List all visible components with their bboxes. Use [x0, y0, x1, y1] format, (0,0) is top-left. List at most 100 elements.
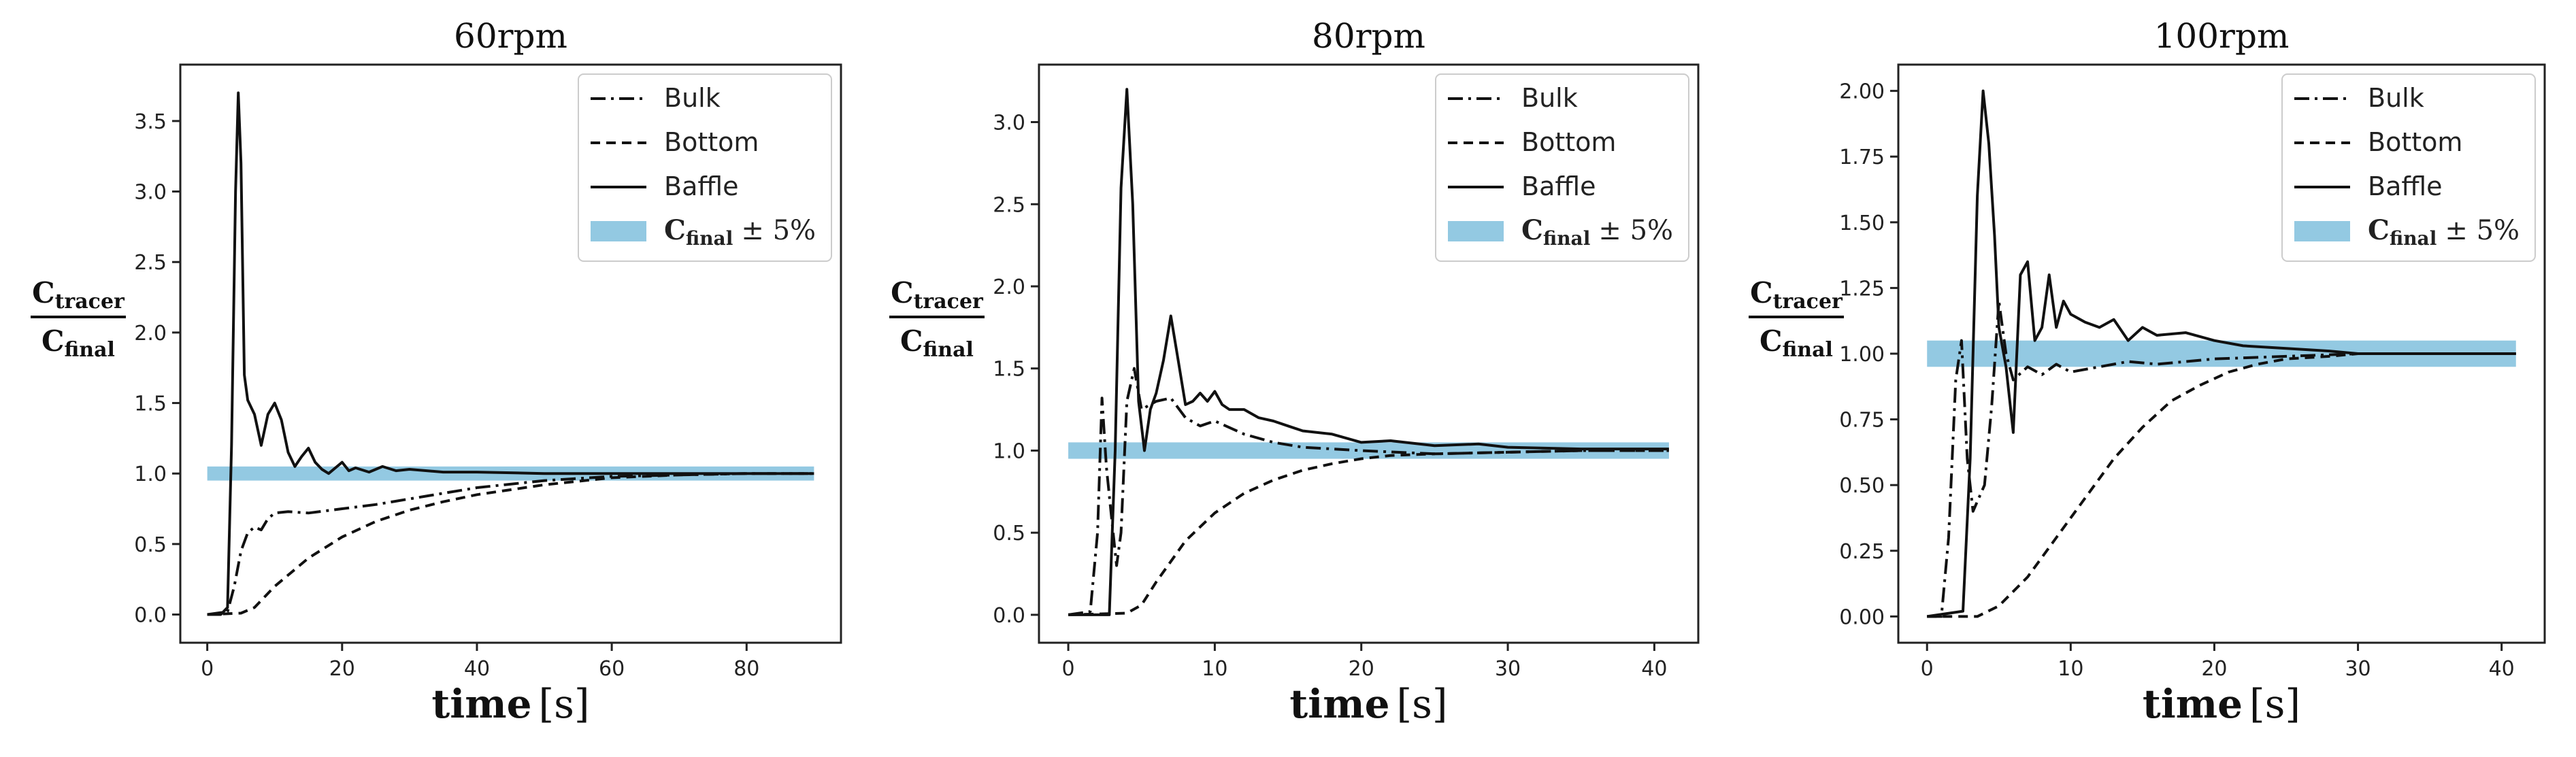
y-label-den-main: C [1760, 324, 1782, 358]
x-tick-label: 40 [2489, 657, 2515, 681]
series-line-bottom [1927, 352, 2516, 618]
x-tick-label: 30 [1495, 657, 1521, 681]
y-label-den-sub: final [923, 338, 973, 362]
y-tick-label: 0.0 [134, 604, 167, 628]
chart-panel-3: 100rpm 0 10 20 30 40 0.00 0.25 0.50 0.75 1.00 1.25 1… [1749, 16, 2546, 727]
y-tick-label: 3.5 [134, 110, 167, 134]
y-tick-label: 0.50 [1839, 474, 1885, 498]
x-tick-label: 30 [2345, 657, 2371, 681]
y-label-num-sub: tracer [55, 290, 125, 314]
x-axis-label: time [s] [431, 681, 589, 727]
legend-band-suffix: ± 5% [1598, 215, 1673, 246]
x-axis-label-name: time [431, 681, 531, 727]
x-tick-label: 40 [464, 657, 490, 681]
y-tick-label: 0.00 [1839, 605, 1885, 629]
legend-label-bulk: Bulk [664, 83, 721, 113]
series-line-bulk [1068, 367, 1669, 616]
legend-label-baffle: Baffle [2368, 171, 2442, 201]
legend-label-bottom: Bottom [2368, 127, 2462, 157]
y-label-denominator: Cfinal [1760, 324, 1833, 362]
x-axis-label: time [s] [1289, 681, 1447, 727]
x-tick-label: 0 [201, 657, 214, 681]
legend-label-baffle: Baffle [1521, 171, 1596, 201]
x-axis-label-unit: [s] [2249, 681, 2300, 727]
y-tick-label: 1.5 [134, 392, 167, 416]
legend-swatch-band [2294, 221, 2350, 241]
x-tick-label: 0 [1062, 657, 1075, 681]
y-tick-label: 3.0 [993, 112, 1025, 135]
series-line-bulk [1927, 299, 2516, 618]
x-tick-label: 60 [599, 657, 625, 681]
chart-panel-2: 80rpm 0 10 20 30 40 0.0 0.5 1.0 1.5 2.0 2.5 3.0 time[… [889, 16, 1700, 727]
legend-frame [578, 73, 832, 262]
y-tick-label: 2.0 [993, 275, 1025, 299]
legend-label-bulk: Bulk [1521, 83, 1578, 113]
x-axis-label: time [s] [2143, 681, 2300, 727]
chart-title: 100rpm [2154, 16, 2290, 56]
x-axis-label-name: time [2143, 681, 2243, 727]
x-tick-label: 40 [1641, 657, 1667, 681]
series-line-baffle [207, 91, 814, 616]
legend-label-band: Cfinal ± 5% [664, 214, 816, 250]
y-label-num-main: C [1750, 276, 1772, 309]
x-axis-label-name: time [1289, 681, 1389, 727]
legend: Bulk Bottom Baffle Cfinal ± 5% [2281, 73, 2536, 262]
legend-band-sub: final [1543, 227, 1591, 250]
x-tick-label: 20 [2201, 657, 2227, 681]
legend-band-main: C [1521, 214, 1543, 246]
x-tick-label: 10 [1202, 657, 1227, 681]
y-label-den-main: C [900, 324, 923, 358]
y-label-num-main: C [891, 276, 913, 309]
y-tick-label: 0.75 [1839, 409, 1885, 433]
x-tick-label: 10 [2058, 657, 2083, 681]
x-tick-label: 20 [329, 657, 355, 681]
y-label-num-sub: tracer [1773, 290, 1843, 314]
chart-title: 80rpm [1312, 16, 1425, 56]
legend-band-suffix: ± 5% [741, 215, 816, 246]
legend: Bulk Bottom Baffle Cfinal ± 5% [578, 73, 832, 262]
y-tick-label: 0.5 [134, 533, 167, 557]
y-label-num-sub: tracer [914, 290, 984, 314]
y-label-numerator: Ctracer [891, 276, 984, 314]
y-label-den-sub: final [1782, 338, 1832, 362]
legend-band-sub: final [686, 227, 733, 250]
series-line-bottom [207, 472, 814, 616]
y-label-denominator: Cfinal [42, 324, 115, 362]
legend-band-suffix: ± 5% [2445, 215, 2520, 246]
y-label-denominator: Cfinal [900, 324, 974, 362]
legend-swatch-band [1448, 221, 1504, 241]
legend-band-main: C [664, 214, 686, 246]
legend-band-main: C [2368, 214, 2390, 246]
x-axis-label-unit: [s] [1397, 681, 1448, 727]
x-tick-label: 20 [1349, 657, 1374, 681]
legend-label-baffle: Baffle [664, 171, 738, 201]
y-tick-label: 1.0 [993, 439, 1025, 463]
legend-label-band: Cfinal ± 5% [2368, 214, 2520, 250]
legend-swatch-band [591, 221, 646, 241]
y-label-den-sub: final [64, 338, 114, 362]
y-axis-label: Ctracer Cfinal [31, 276, 126, 362]
y-tick-label: 2.0 [134, 322, 167, 346]
y-tick-label: 1.25 [1839, 277, 1885, 301]
y-tick-label: 1.75 [1839, 146, 1885, 169]
legend-frame [2281, 73, 2536, 262]
y-label-numerator: Ctracer [32, 276, 125, 314]
x-tick-label: 80 [733, 657, 759, 681]
chart-panel-1: 60rpm 0 20 40 60 80 0.0 0.5 1.0 1.5 2.0 2.5 3.0 3.5 ti… [31, 16, 842, 727]
legend-label-band: Cfinal ± 5% [1521, 214, 1673, 250]
legend-frame [1435, 73, 1689, 262]
chart-title: 60rpm [454, 16, 567, 56]
series-line-bulk [207, 472, 814, 616]
y-label-numerator: Ctracer [1750, 276, 1843, 314]
y-tick-label: 2.5 [993, 193, 1025, 217]
x-tick-label: 0 [1921, 657, 1934, 681]
y-tick-label: 1.50 [1839, 212, 1885, 235]
y-label-den-main: C [42, 324, 64, 358]
legend-label-bottom: Bottom [664, 127, 759, 157]
series-line-baffle [1068, 88, 1669, 616]
y-tick-label: 1.5 [993, 358, 1025, 382]
y-tick-label: 2.00 [1839, 80, 1885, 104]
